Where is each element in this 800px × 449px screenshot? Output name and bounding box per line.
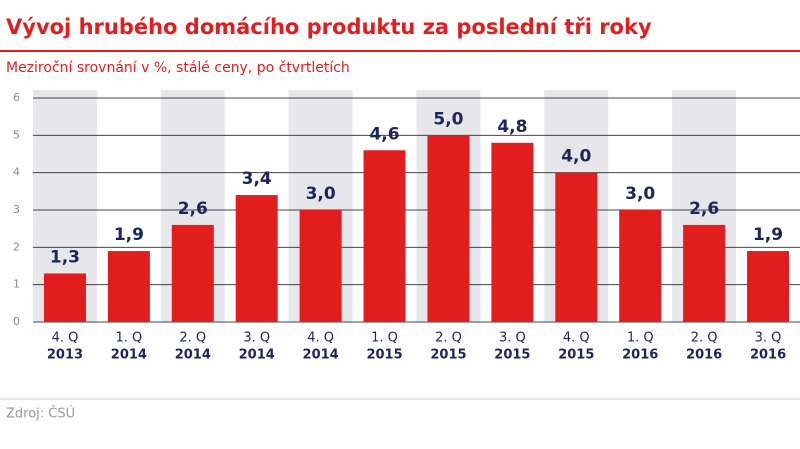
bar (363, 150, 406, 322)
y-tick-label: 5 (13, 128, 20, 141)
source: Zdroj: ČSÚ (6, 406, 75, 422)
y-tick-label: 0 (13, 315, 20, 328)
x-tick-label: 1. Q (627, 331, 654, 346)
value-label: 2,6 (178, 199, 208, 219)
x-tick-label: 2015 (558, 348, 594, 363)
value-label: 3,0 (306, 184, 336, 204)
x-tick-label: 3. Q (755, 331, 782, 346)
bar (555, 172, 598, 322)
bar (43, 273, 86, 322)
value-label: 4,6 (369, 124, 399, 144)
value-label: 3,4 (242, 169, 272, 189)
value-label: 1,3 (50, 247, 80, 267)
bar (171, 224, 214, 322)
y-tick-label: 2 (13, 240, 20, 253)
y-tick-label: 3 (13, 203, 20, 216)
x-tick-label: 2015 (430, 348, 466, 363)
x-tick-label: 2015 (366, 348, 402, 363)
value-label: 3,0 (625, 184, 655, 204)
value-label: 5,0 (433, 109, 463, 129)
bar (235, 195, 278, 322)
value-label: 1,9 (114, 225, 144, 245)
x-tick-label: 2. Q (691, 331, 718, 346)
bar (427, 135, 470, 322)
x-tick-label: 2016 (622, 348, 658, 363)
x-tick-label: 2. Q (179, 331, 206, 346)
x-tick-label: 2014 (111, 348, 147, 363)
x-tick-label: 2015 (494, 348, 530, 363)
x-tick-label: 3. Q (499, 331, 526, 346)
chart-subtitle: Meziroční srovnání v %, stálé ceny, po č… (6, 60, 350, 76)
y-tick-label: 1 (13, 278, 20, 291)
value-label: 4,0 (561, 147, 591, 167)
chart-title: Vývoj hrubého domácího produktu za posle… (6, 15, 652, 39)
x-tick-label: 2014 (303, 348, 339, 363)
x-tick-label: 1. Q (115, 331, 142, 346)
x-tick-label: 4. Q (52, 331, 79, 346)
x-tick-label: 2014 (239, 348, 275, 363)
x-tick-label: 2016 (686, 348, 722, 363)
bar (299, 210, 342, 322)
x-tick-label: 2016 (750, 348, 786, 363)
bar (683, 224, 726, 322)
bar (747, 251, 790, 322)
value-label: 1,9 (753, 225, 783, 245)
x-tick-label: 1. Q (371, 331, 398, 346)
y-tick-label: 6 (13, 91, 20, 104)
x-tick-label: 4. Q (563, 331, 590, 346)
value-label: 4,8 (497, 117, 527, 137)
y-tick-label: 4 (13, 166, 20, 179)
bar (107, 251, 150, 322)
x-tick-label: 4. Q (307, 331, 334, 346)
bar (619, 210, 662, 322)
x-tick-label: 2014 (175, 348, 211, 363)
value-label: 2,6 (689, 199, 719, 219)
x-tick-label: 2013 (47, 348, 83, 363)
bar (491, 142, 534, 322)
x-tick-label: 2. Q (435, 331, 462, 346)
x-tick-label: 3. Q (243, 331, 270, 346)
